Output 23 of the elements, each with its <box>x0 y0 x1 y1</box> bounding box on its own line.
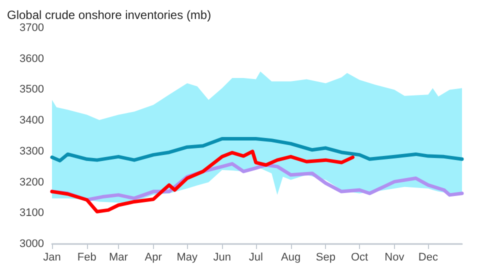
x-tick-label: Apr <box>144 252 162 264</box>
x-tick-label: Jun <box>213 252 231 264</box>
y-tick-label: 3100 <box>20 207 44 220</box>
y-tick-label: 3600 <box>20 52 44 65</box>
x-tick-label: Aug <box>281 252 301 264</box>
x-tick-label: Sep <box>316 252 336 264</box>
chart-title: Global crude onshore inventories (mb) <box>7 8 212 22</box>
y-tick-label: 3300 <box>20 145 44 158</box>
x-tick-label: Jan <box>43 252 61 264</box>
x-tick-label: Nov <box>384 252 405 264</box>
y-tick-label: 3200 <box>20 176 44 188</box>
x-tick-label: Mar <box>108 252 128 264</box>
x-tick-label: May <box>176 252 198 264</box>
x-tick-label: Feb <box>77 252 96 264</box>
x-tick-label: Dec <box>418 252 438 264</box>
y-tick-label: 3700 <box>20 22 44 34</box>
y-tick-label: 3400 <box>20 114 44 127</box>
y-tick-label: 3000 <box>20 238 44 250</box>
x-tick-label: Jul <box>248 252 263 264</box>
y-tick-label: 3500 <box>20 84 44 96</box>
x-tick-label: Oct <box>350 252 368 264</box>
line-series <box>50 137 464 162</box>
line-series <box>50 150 354 214</box>
